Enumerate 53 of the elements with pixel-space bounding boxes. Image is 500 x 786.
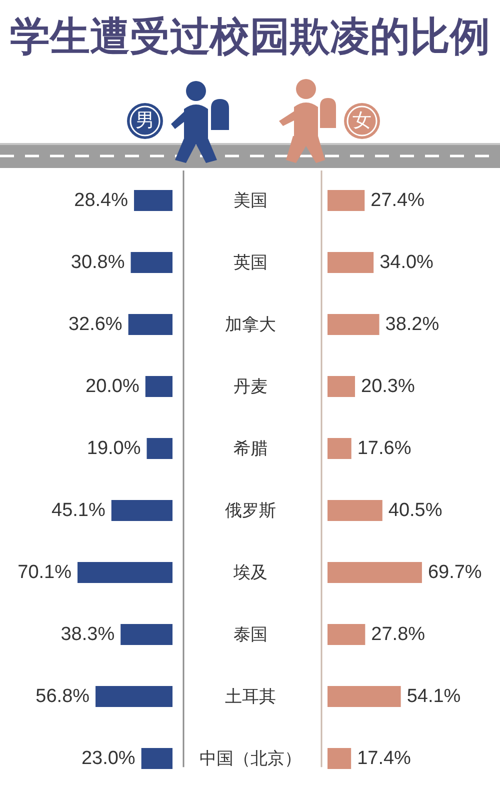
bar <box>78 562 172 584</box>
data-label: 28.4% <box>74 190 128 211</box>
data-label: 20.3% <box>361 376 415 397</box>
data-label: 27.4% <box>370 190 425 211</box>
data-label: 54.1% <box>406 686 461 707</box>
y-tick-label: 加拿大 <box>225 315 276 334</box>
data-label: 38.3% <box>60 624 115 645</box>
legend-label: 男 <box>136 110 154 132</box>
data-label: 17.4% <box>357 748 412 769</box>
chart-title: 学生遭受过校园欺凌的比例 <box>10 15 490 59</box>
y-tick-label: 泰国 <box>234 625 268 644</box>
bar <box>328 562 422 584</box>
y-tick-label: 土耳其 <box>225 687 276 706</box>
bar <box>328 314 380 336</box>
bar <box>134 190 172 212</box>
bar <box>120 624 172 646</box>
bar <box>128 314 172 336</box>
data-label: 32.6% <box>68 314 122 335</box>
legend-label: 女 <box>352 110 372 132</box>
y-tick-label: 美国 <box>234 191 268 210</box>
bar <box>328 376 356 398</box>
data-label: 17.6% <box>357 438 412 459</box>
y-tick-label: 埃及 <box>232 563 268 582</box>
bar <box>130 252 172 274</box>
data-label: 34.0% <box>380 252 434 273</box>
bar <box>328 438 352 460</box>
data-label: 45.1% <box>52 500 106 521</box>
y-tick-label: 中国（北京） <box>200 749 302 768</box>
bar <box>328 748 352 770</box>
data-label: 56.8% <box>36 686 90 707</box>
bar <box>328 190 365 212</box>
bar <box>145 376 172 398</box>
bar <box>111 500 172 522</box>
data-label: 23.0% <box>81 748 136 769</box>
bar <box>328 252 374 274</box>
data-label: 20.0% <box>86 376 140 397</box>
y-tick-label: 希腊 <box>234 439 268 458</box>
bar <box>141 748 172 770</box>
bar <box>328 624 366 646</box>
data-label: 27.8% <box>371 624 426 645</box>
bar <box>146 438 172 460</box>
y-tick-label: 英国 <box>234 253 268 272</box>
y-tick-label: 俄罗斯 <box>225 501 276 520</box>
data-label: 69.7% <box>428 562 482 583</box>
data-label: 70.1% <box>18 562 72 583</box>
bar <box>96 686 172 708</box>
data-label: 30.8% <box>70 252 125 273</box>
y-tick-label: 丹麦 <box>234 377 268 396</box>
bar <box>328 500 382 522</box>
data-label: 40.5% <box>388 500 442 521</box>
data-label: 19.0% <box>86 438 141 459</box>
data-label: 38.2% <box>385 314 440 335</box>
bar <box>328 686 401 708</box>
